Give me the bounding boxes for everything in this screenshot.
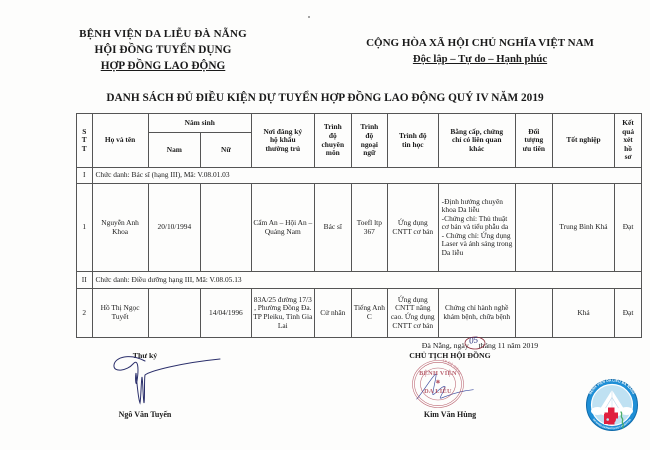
svg-text:DA LIỄU: DA LIỄU bbox=[424, 387, 452, 395]
svg-text:BỆNH VIỆN: BỆNH VIỆN bbox=[419, 369, 457, 377]
svg-text:✱: ✱ bbox=[436, 380, 441, 386]
